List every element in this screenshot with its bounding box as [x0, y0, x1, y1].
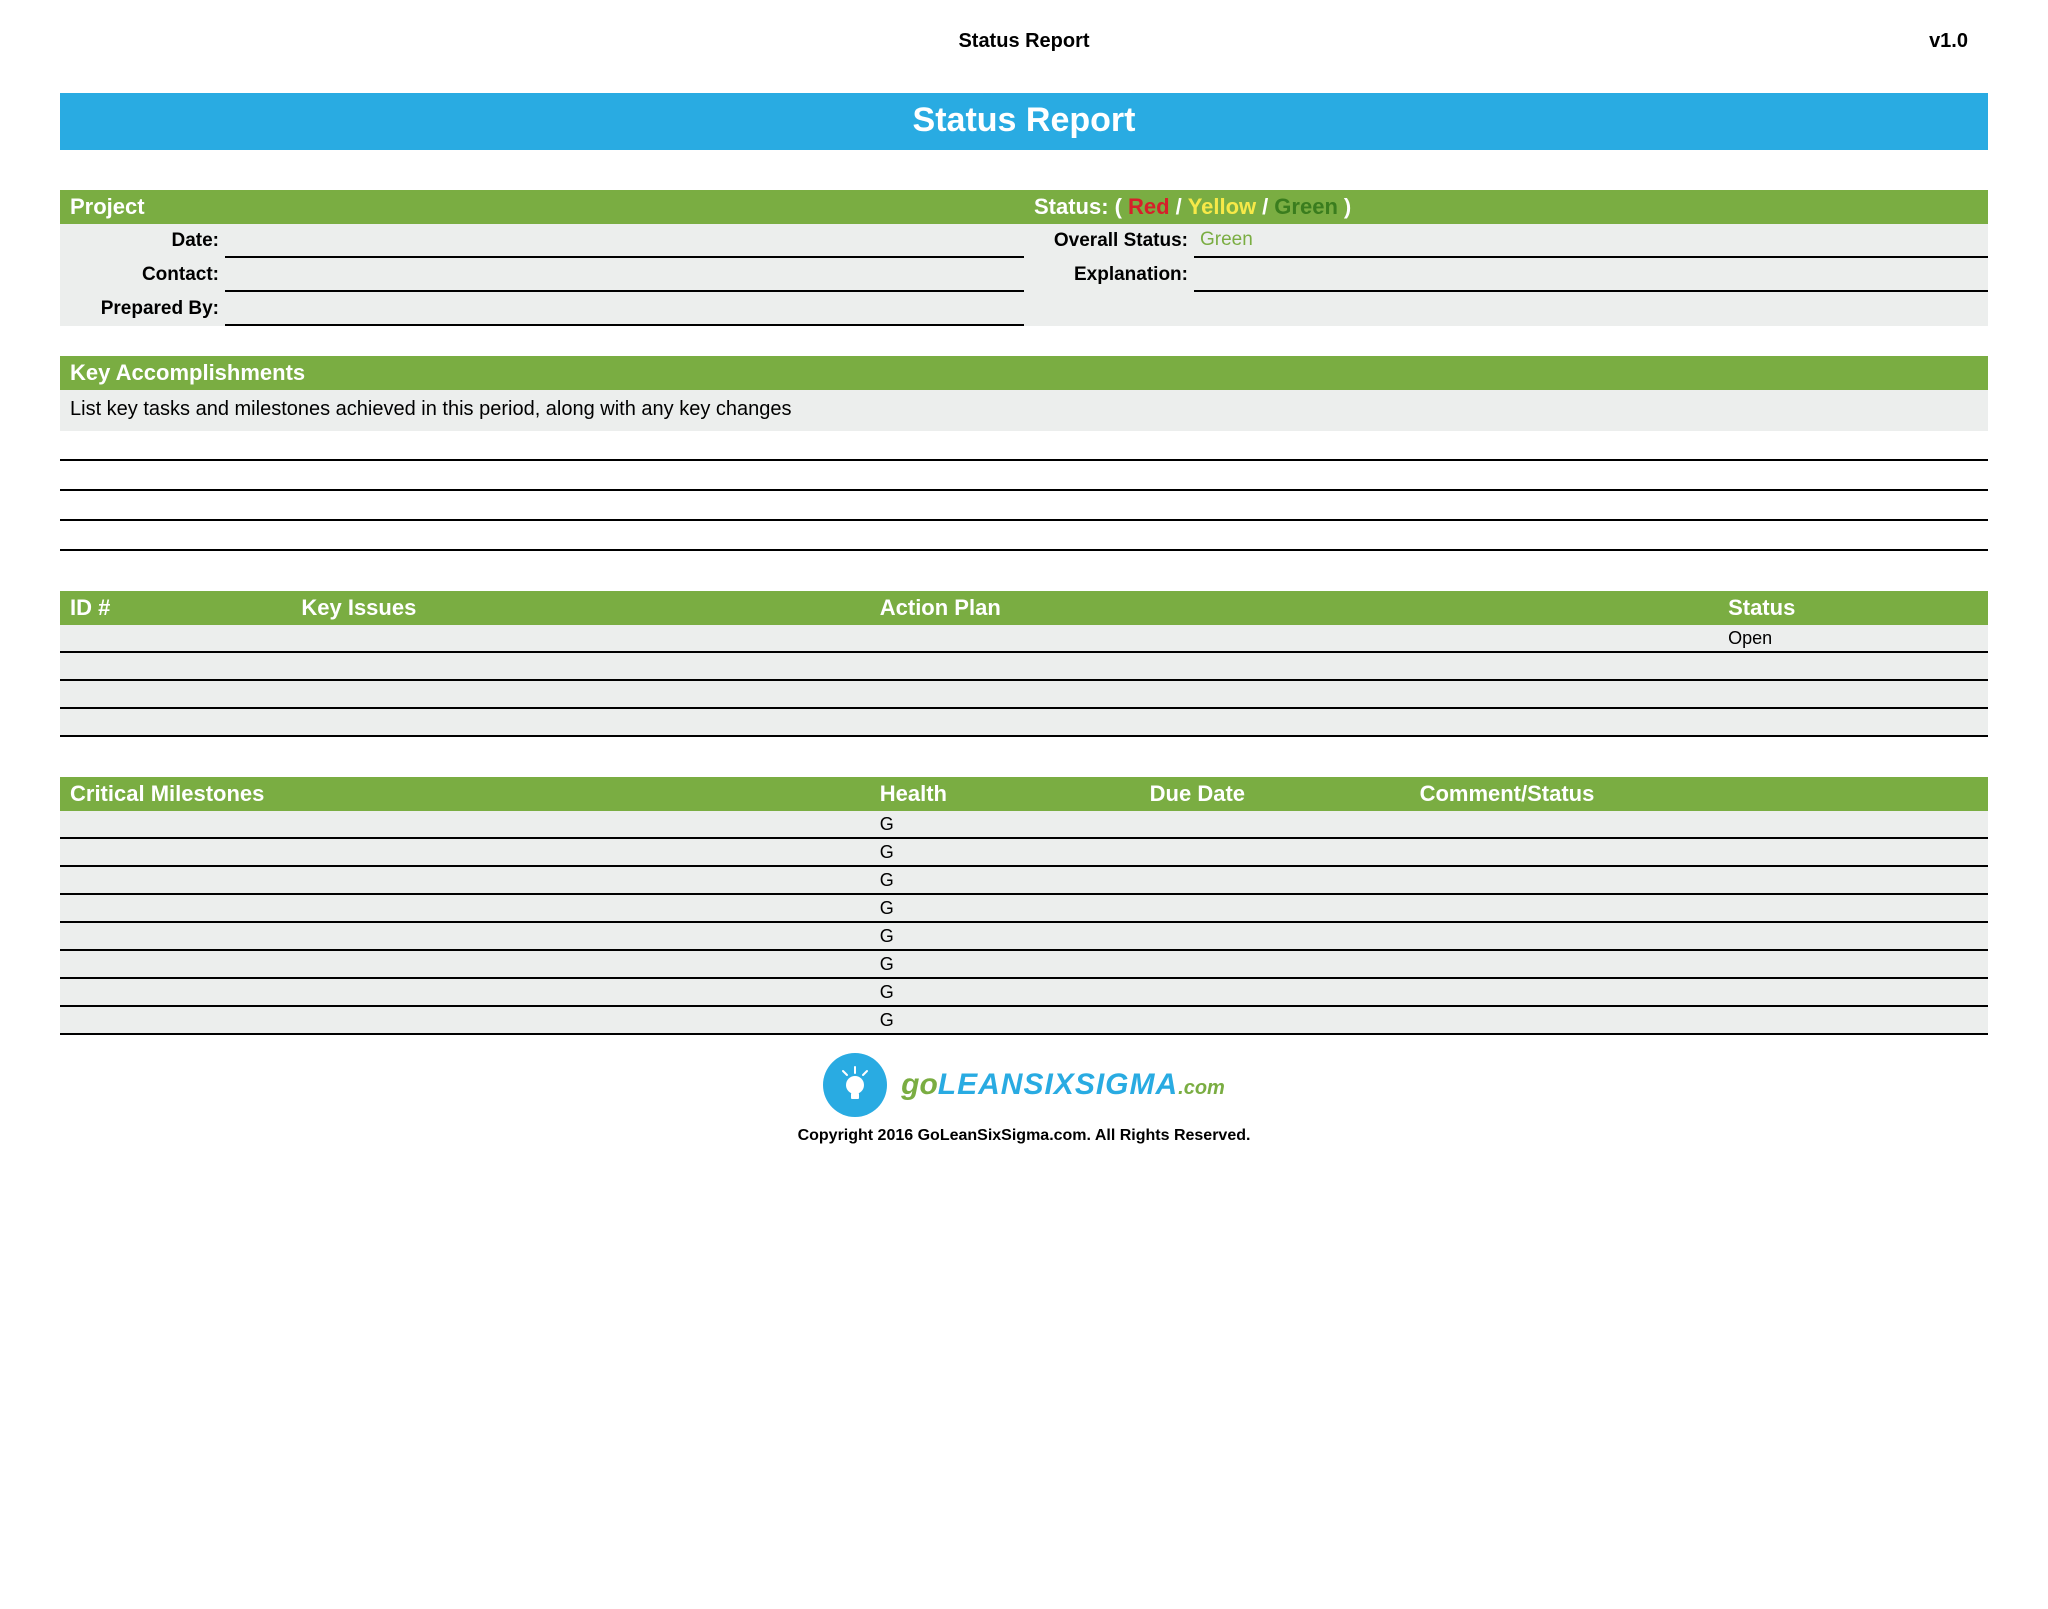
row-contact: Contact: [60, 258, 1024, 292]
issues-header-row: ID # Key Issues Action Plan Status [60, 591, 1988, 625]
status-heading: Status: (Red/Yellow/Green) [1024, 190, 1988, 224]
row-blank [1024, 292, 1988, 326]
issue-row[interactable] [60, 653, 1988, 681]
cell-health: G [870, 842, 1140, 863]
accomplishment-line[interactable] [60, 461, 1988, 491]
status-red: Red [1128, 194, 1170, 220]
row-overall-status: Overall Status: Green [1024, 224, 1988, 258]
label-contact: Contact: [60, 264, 225, 286]
cell-status: Open [1718, 628, 1988, 649]
col-due-date: Due Date [1140, 781, 1410, 807]
project-status-row: Project Date: Contact: Prepared By: Stat… [60, 190, 1988, 326]
cell-health: G [870, 954, 1140, 975]
accomplishment-line[interactable] [60, 521, 1988, 551]
milestone-row[interactable]: G [60, 1007, 1988, 1035]
milestones-block: Critical Milestones Health Due Date Comm… [60, 777, 1988, 1035]
cell-health: G [870, 870, 1140, 891]
logo: goLEANSIXSIGMA.com [823, 1053, 1225, 1117]
col-key-issues: Key Issues [291, 595, 869, 621]
status-prefix: Status: ( [1034, 194, 1122, 220]
logo-go: go [901, 1068, 938, 1101]
row-date: Date: [60, 224, 1024, 258]
logo-text: goLEANSIXSIGMA.com [901, 1068, 1225, 1102]
label-prepared-by: Prepared By: [60, 298, 225, 320]
label-explanation: Explanation: [1024, 264, 1194, 286]
lightbulb-icon [823, 1053, 887, 1117]
status-block: Status: (Red/Yellow/Green) Overall Statu… [1024, 190, 1988, 326]
col-action-plan: Action Plan [870, 595, 1718, 621]
accomplishments-lines[interactable] [60, 431, 1988, 551]
milestone-row[interactable]: G [60, 895, 1988, 923]
page-header: Status Report v1.0 [60, 30, 1988, 53]
milestone-row[interactable]: G [60, 867, 1988, 895]
milestone-row[interactable]: G [60, 923, 1988, 951]
col-id: ID # [60, 595, 291, 621]
field-date[interactable] [225, 224, 1024, 258]
cell-health: G [870, 898, 1140, 919]
col-health: Health [870, 781, 1140, 807]
doc-title: Status Report [958, 30, 1089, 53]
footer: goLEANSIXSIGMA.com Copyright 2016 GoLean… [60, 1053, 1988, 1145]
overall-status-value: Green [1200, 229, 1253, 251]
col-status: Status [1718, 595, 1988, 621]
issues-block: ID # Key Issues Action Plan Status Open [60, 591, 1988, 737]
doc-version: v1.0 [1090, 30, 1968, 53]
logo-lean: LEANSIXSIGMA [938, 1068, 1178, 1101]
project-block: Project Date: Contact: Prepared By: [60, 190, 1024, 326]
cell-health: G [870, 814, 1140, 835]
label-overall-status: Overall Status: [1024, 230, 1194, 252]
title-banner: Status Report [60, 93, 1988, 150]
status-green: Green [1274, 194, 1338, 220]
col-critical-milestones: Critical Milestones [60, 781, 870, 807]
milestone-row[interactable]: G [60, 811, 1988, 839]
status-sep2: / [1262, 194, 1268, 220]
accomplishments-block: Key Accomplishments List key tasks and m… [60, 356, 1988, 551]
row-explanation: Explanation: [1024, 258, 1988, 292]
field-explanation[interactable] [1194, 258, 1988, 292]
milestone-row[interactable]: G [60, 979, 1988, 1007]
issue-row[interactable] [60, 681, 1988, 709]
copyright: Copyright 2016 GoLeanSixSigma.com. All R… [60, 1127, 1988, 1145]
accomplishments-heading: Key Accomplishments [60, 356, 1988, 390]
project-heading: Project [60, 190, 1024, 224]
milestone-row[interactable]: G [60, 839, 1988, 867]
milestones-header-row: Critical Milestones Health Due Date Comm… [60, 777, 1988, 811]
status-suffix: ) [1344, 194, 1351, 220]
milestone-row[interactable]: G [60, 951, 1988, 979]
issue-row[interactable]: Open [60, 625, 1988, 653]
field-prepared-by[interactable] [225, 292, 1024, 326]
status-yellow: Yellow [1188, 194, 1256, 220]
status-sep1: / [1176, 194, 1182, 220]
cell-health: G [870, 982, 1140, 1003]
field-contact[interactable] [225, 258, 1024, 292]
cell-health: G [870, 1010, 1140, 1031]
accomplishment-line[interactable] [60, 431, 1988, 461]
field-overall-status[interactable]: Green [1194, 224, 1988, 258]
label-date: Date: [60, 230, 225, 252]
logo-com: .com [1178, 1077, 1225, 1099]
accomplishment-line[interactable] [60, 491, 1988, 521]
cell-health: G [870, 926, 1140, 947]
issue-row[interactable] [60, 709, 1988, 737]
col-comment: Comment/Status [1410, 781, 1988, 807]
row-prepared-by: Prepared By: [60, 292, 1024, 326]
accomplishments-description: List key tasks and milestones achieved i… [60, 390, 1988, 431]
